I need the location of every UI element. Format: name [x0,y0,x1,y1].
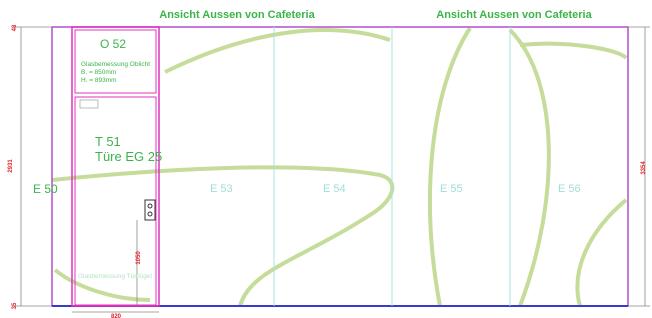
dimension-label: 35 [12,302,18,309]
elevation-drawing: Ansicht Aussen von Cafeteria Ansicht Aus… [0,0,652,318]
door-width: 820 [111,314,122,318]
glass-width: B. = 850mm [81,69,116,76]
heading: Ansicht Aussen von Cafeteria [159,9,315,21]
glass-height: H. = 893mm [81,77,117,84]
sign-plate [80,100,98,108]
dimension-label: 3354 [641,161,647,175]
door-handle [145,200,155,220]
panel-label: E 54 [323,183,346,195]
glass-title: Glasbemessung Oblicht [81,61,150,68]
dimension-label: 48 [12,24,18,31]
heading: Ansicht Aussen von Cafeteria [436,9,592,21]
panel-label: E 55 [440,183,463,195]
door-sublabel: Türe EG 25 [95,149,162,164]
panel-label: E 50 [33,182,58,196]
dimension-label: 2931 [8,159,14,173]
panel-label: E 53 [210,183,233,195]
handle-height: 1050 [136,251,142,265]
door-label: T 51 [95,134,121,149]
panel-label: E 56 [558,183,581,195]
door-glass-title: Glasbemessung Türflügel [78,273,153,280]
window-label: O 52 [100,37,126,51]
